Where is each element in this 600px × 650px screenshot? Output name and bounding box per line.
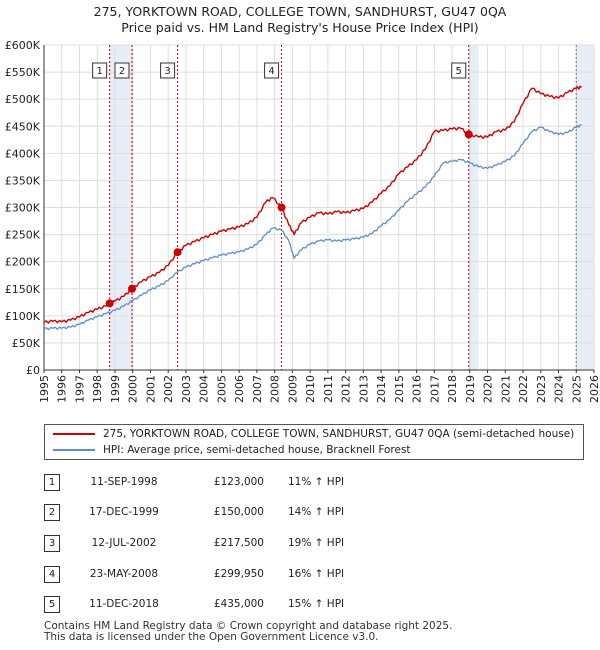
x-tick-label: 2005 — [215, 375, 228, 403]
sale-hpi-diff: 19% ↑ HPI — [288, 537, 345, 549]
y-tick-label: £450K — [5, 120, 41, 133]
sale-date: 17-DEC-1999 — [89, 506, 159, 518]
sale-label: 5 — [456, 66, 462, 77]
chart-legend: 275, YORKTOWN ROAD, COLLEGE TOWN, SANDHU… — [44, 424, 584, 460]
y-tick-label: £600K — [5, 39, 41, 52]
y-tick-label: £200K — [5, 256, 41, 269]
x-tick-label: 2024 — [553, 375, 566, 403]
sale-point — [277, 203, 286, 212]
sale-hpi-diff: 11% ↑ HPI — [288, 476, 345, 488]
sale-label-box — [114, 62, 130, 79]
legend-swatch-property — [53, 433, 95, 435]
sale-price: £299,950 — [213, 568, 264, 580]
y-tick-label: £300K — [5, 202, 41, 215]
y-tick-label: £400K — [5, 147, 41, 160]
sale-label-box — [92, 62, 108, 79]
sale-hpi-diff: 15% ↑ HPI — [288, 598, 345, 610]
sale-price: £435,000 — [213, 598, 264, 610]
x-tick-label: 2017 — [428, 375, 441, 403]
sale-date: 11-DEC-2018 — [89, 598, 159, 610]
x-tick-label: 2022 — [517, 375, 530, 403]
x-tick-label: 2023 — [535, 375, 548, 403]
sale-hpi-diff: 16% ↑ HPI — [288, 568, 345, 580]
sale-number-badge: 2 — [44, 504, 60, 521]
x-tick-label: 2014 — [375, 375, 388, 403]
x-tick-label: 2025 — [570, 375, 583, 403]
x-tick-label: 1997 — [73, 375, 86, 403]
y-tick-label: £550K — [5, 66, 41, 79]
x-tick-label: 2019 — [464, 375, 477, 403]
sale-label-box — [264, 62, 280, 79]
sale-label-box — [160, 62, 176, 79]
sale-label: 4 — [268, 66, 274, 77]
sale-label-box — [451, 62, 467, 79]
series-line-hpi — [43, 124, 582, 331]
table-row: 4 23-MAY-2008 £299,950 16% ↑ HPI — [44, 566, 444, 584]
sale-point — [173, 248, 182, 257]
sale-label: 3 — [164, 66, 170, 77]
x-tick-label: 2015 — [393, 375, 406, 403]
sale-label: 2 — [119, 66, 125, 77]
x-tick-label: 2011 — [322, 375, 335, 403]
x-tick-label: 1999 — [109, 375, 122, 403]
x-tick-label: 1995 — [38, 375, 51, 403]
price-chart: £0 £50K £100K £150K £200K £250K £300K £350K £400… — [5, 39, 600, 403]
sale-hpi-diff: 14% ↑ HPI — [288, 506, 345, 518]
y-tick-label: £350K — [5, 174, 41, 187]
table-row: 2 17-DEC-1999 £150,000 14% ↑ HPI — [44, 504, 444, 522]
sale-date: 11-SEP-1998 — [90, 476, 158, 488]
x-tick-label: 2001 — [144, 375, 157, 403]
sale-price: £150,000 — [213, 506, 264, 518]
y-tick-label: £150K — [5, 283, 41, 296]
sale-number-badge: 3 — [44, 535, 60, 552]
legend-item-property: 275, YORKTOWN ROAD, COLLEGE TOWN, SANDHU… — [53, 426, 574, 442]
x-tick-label: 2016 — [411, 375, 424, 403]
legend-label-hpi: HPI: Average price, semi-detached house,… — [103, 444, 411, 456]
x-tick-label: 2010 — [304, 375, 317, 403]
x-tick-label: 2006 — [233, 375, 246, 403]
footer-licence: This data is licensed under the Open Gov… — [44, 631, 379, 643]
x-tick-label: 1998 — [91, 375, 104, 403]
y-tick-label: £0 — [26, 364, 40, 377]
x-tick-label: 2003 — [180, 375, 193, 403]
y-tick-label: £100K — [5, 310, 41, 323]
sale-number-badge: 5 — [44, 596, 60, 613]
x-tick-label: 2008 — [269, 375, 282, 403]
chart-title: 275, YORKTOWN ROAD, COLLEGE TOWN, SANDHU… — [93, 4, 507, 19]
sale-number-badge: 4 — [44, 566, 60, 583]
table-row: 1 11-SEP-1998 £123,000 11% ↑ HPI — [44, 474, 444, 492]
y-tick-label: £50K — [12, 337, 41, 350]
x-tick-label: 2020 — [482, 375, 495, 403]
chart-subtitle: Price paid vs. HM Land Registry's House … — [121, 20, 479, 35]
x-tick-label: 2026 — [588, 375, 600, 403]
sale-price: £217,500 — [213, 537, 264, 549]
sale-point — [464, 130, 473, 139]
x-tick-label: 2018 — [446, 375, 459, 403]
x-tick-label: 1996 — [56, 375, 69, 403]
x-tick-label: 2007 — [251, 375, 264, 403]
sale-date: 23-MAY-2008 — [89, 568, 159, 580]
x-tick-label: 2000 — [127, 375, 140, 403]
series-line-property — [43, 85, 583, 324]
sale-label: 1 — [96, 66, 102, 77]
table-row: 3 12-JUL-2002 £217,500 19% ↑ HPI — [44, 535, 444, 553]
x-tick-label: 2012 — [340, 375, 353, 403]
sale-point — [128, 284, 136, 293]
table-row: 5 11-DEC-2018 £435,000 15% ↑ HPI — [44, 596, 444, 614]
x-tick-label: 2002 — [162, 375, 175, 403]
legend-item-hpi: HPI: Average price, semi-detached house,… — [53, 442, 411, 458]
x-tick-label: 2013 — [357, 375, 370, 403]
y-tick-label: £250K — [5, 229, 41, 242]
sale-point — [105, 299, 114, 308]
legend-swatch-hpi — [53, 449, 95, 451]
sale-price: £123,000 — [213, 476, 264, 488]
legend-label-property: 275, YORKTOWN ROAD, COLLEGE TOWN, SANDHU… — [103, 428, 575, 440]
sale-date: 12-JUL-2002 — [91, 537, 157, 549]
x-tick-label: 2021 — [499, 375, 512, 403]
x-tick-label: 2004 — [198, 375, 211, 403]
x-tick-label: 2009 — [286, 375, 299, 403]
sale-number-badge: 1 — [44, 474, 60, 491]
footer-copyright: Contains HM Land Registry data © Crown c… — [44, 620, 453, 632]
y-tick-label: £500K — [5, 93, 41, 106]
